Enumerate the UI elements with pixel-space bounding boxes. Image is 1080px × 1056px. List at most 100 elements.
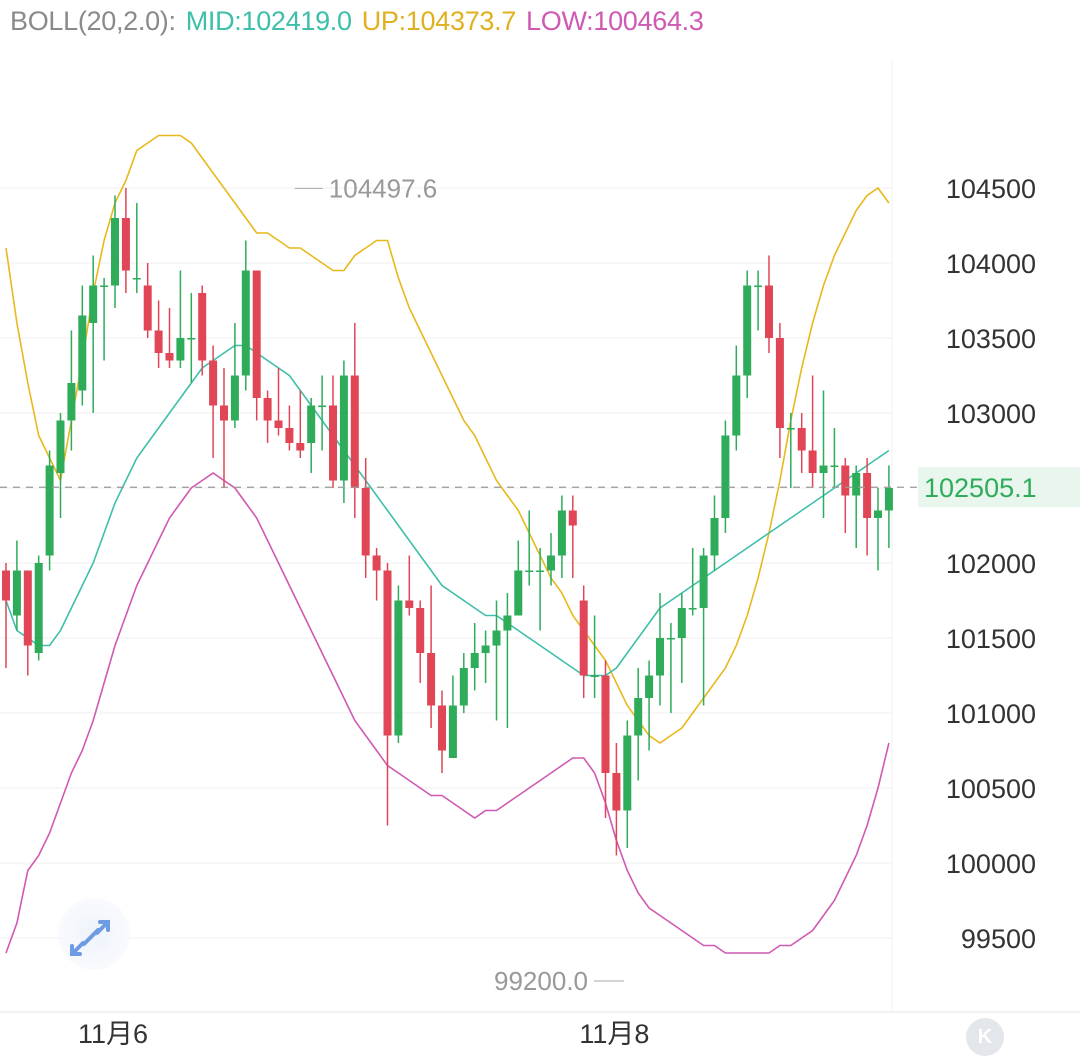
candle-body (34, 563, 43, 653)
candle-body (241, 270, 250, 376)
low-marker-label: 99200.0 (494, 966, 588, 996)
candle-body (56, 420, 65, 473)
candle-body (383, 570, 392, 736)
candle-body (808, 450, 817, 473)
candle-body (754, 285, 763, 287)
x-tick-label: 11月8 (579, 1019, 649, 1049)
candle-body (45, 465, 54, 556)
candle-body (187, 338, 196, 340)
y-tick-label: 103500 (946, 324, 1036, 354)
candle-body (296, 443, 305, 451)
candle-body (285, 428, 294, 443)
candle-body (427, 653, 436, 706)
candle-body (263, 398, 272, 421)
candle-body (765, 285, 773, 338)
candle-body (634, 698, 643, 736)
time-axis: 11月6 11月8 (78, 1019, 649, 1049)
candle-body (732, 375, 741, 436)
candle-body (318, 405, 327, 407)
candle-body (557, 510, 566, 556)
candle-body (459, 668, 468, 706)
candle-body (852, 473, 861, 496)
candle-body (470, 653, 479, 668)
legend-low: LOW:100464.3 (526, 6, 704, 36)
y-tick-label: 99500 (961, 924, 1036, 954)
candle-body (165, 353, 174, 361)
high-marker-label: 104497.6 (329, 173, 437, 203)
candle-body (743, 285, 752, 376)
candle-body (623, 735, 632, 811)
candle-body (503, 615, 512, 631)
y-tick-label: 100000 (946, 849, 1036, 879)
y-tick-label: 101000 (946, 699, 1036, 729)
candle-body (830, 465, 839, 467)
candle-body (699, 555, 708, 608)
candle-body (819, 465, 828, 473)
candle-body (863, 473, 872, 518)
candle-body (209, 360, 218, 406)
legend-up: UP:104373.7 (361, 6, 517, 36)
upper-band-line (5, 134, 890, 744)
candle-body (656, 638, 664, 676)
candle-body (721, 435, 730, 518)
candle-body (198, 293, 207, 361)
candle-body (568, 510, 577, 526)
candle-body (841, 465, 850, 496)
y-tick-label: 104000 (946, 249, 1036, 279)
k-line-button[interactable]: K (966, 1018, 1004, 1056)
candle-body (12, 570, 21, 616)
candle-body (143, 285, 152, 331)
candle-body (536, 570, 545, 572)
candle-body (2, 570, 10, 601)
candle-body (416, 608, 425, 653)
candle-body (601, 675, 610, 773)
candle-body (89, 285, 98, 323)
candle-body (677, 608, 686, 638)
candle-body (884, 488, 893, 511)
expand-arrows-icon (70, 920, 110, 956)
candle-body (111, 218, 119, 286)
candle-body (252, 270, 261, 398)
candle-body (154, 330, 163, 353)
y-tick-label: 103000 (946, 399, 1036, 429)
candle-body (438, 705, 446, 751)
expand-button[interactable] (58, 898, 130, 970)
candle-body (220, 405, 228, 421)
candle-body (339, 375, 348, 481)
candle-body (645, 675, 654, 698)
candle-body (329, 405, 337, 481)
y-tick-label: 101500 (946, 624, 1036, 654)
candle-body (274, 420, 283, 428)
candle-body (100, 285, 109, 287)
candle-body (579, 600, 588, 676)
candle-body (786, 428, 795, 430)
candle-body (132, 278, 141, 280)
candle-body (688, 608, 697, 610)
candle-body (67, 383, 76, 421)
candle-body (230, 375, 239, 421)
lower-band-line (5, 472, 890, 954)
y-tick-label: 102000 (946, 549, 1036, 579)
boll-legend: BOLL(20,2.0): MID:102419.0 UP:104373.7 LOW:… (10, 6, 714, 37)
y-tick-label: 104500 (946, 174, 1036, 204)
candle-body (121, 218, 130, 271)
candle-body (710, 518, 719, 556)
candle-body (525, 570, 534, 572)
bollinger-bands (5, 134, 890, 954)
x-tick-label: 11月6 (78, 1019, 148, 1049)
candle-body (78, 315, 87, 391)
mid-band-line (5, 344, 890, 677)
candle-body (775, 338, 784, 428)
candle-body (666, 638, 675, 640)
candle-body (492, 630, 501, 646)
candle-body (481, 645, 490, 653)
candle-body (372, 555, 381, 571)
candle-body (874, 510, 882, 518)
last-price-label: 102505.1 (924, 473, 1037, 503)
legend-name: BOLL(20,2.0): (10, 6, 176, 36)
candle-body (590, 675, 599, 677)
legend-mid: MID:102419.0 (185, 6, 352, 36)
candle-body (394, 600, 403, 736)
candle-body (797, 428, 806, 451)
